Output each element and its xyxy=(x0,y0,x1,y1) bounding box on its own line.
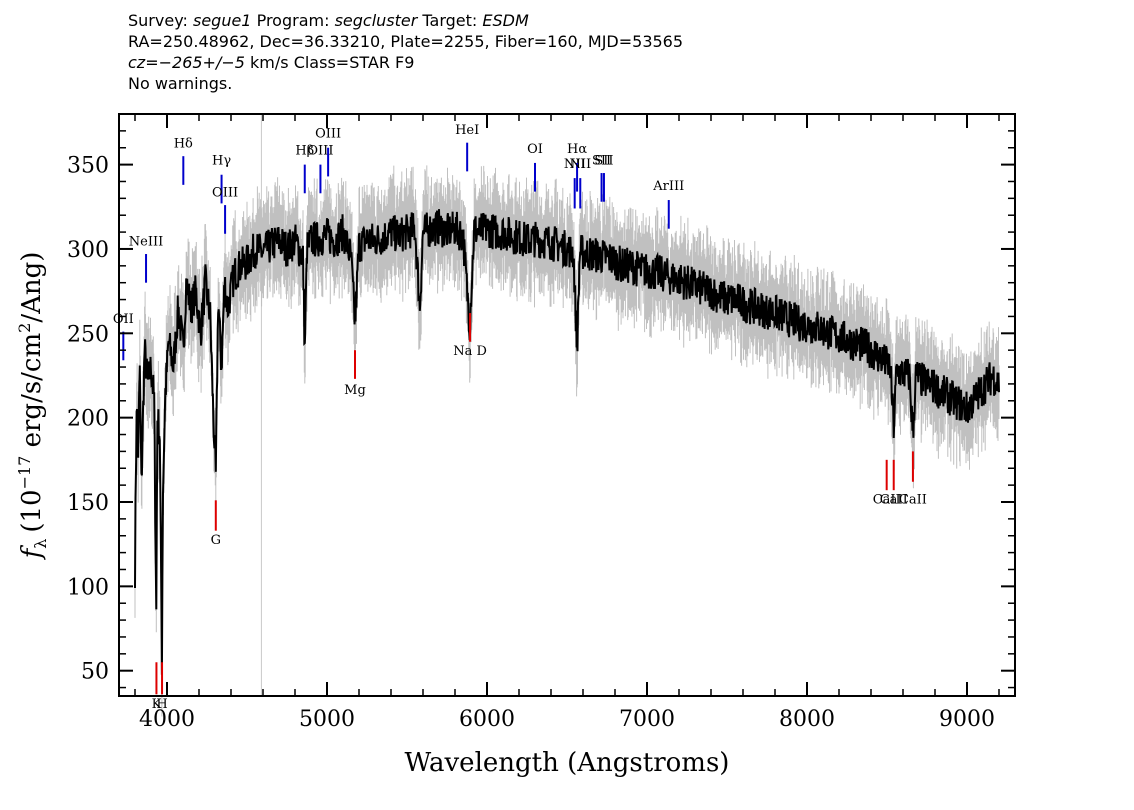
emission-line-label: ArIII xyxy=(652,179,684,194)
absorption-line-label: K xyxy=(152,697,162,712)
emission-line-label: Hβ xyxy=(295,143,314,158)
absorption-line-label: Na D xyxy=(453,344,487,359)
header-warnings-line: No warnings. xyxy=(128,74,233,93)
y-axis-sub: λ xyxy=(31,539,50,549)
emission-line-label: OII xyxy=(113,312,134,327)
emission-line-label: Hδ xyxy=(174,137,193,152)
emission-line-label: NII xyxy=(569,157,591,172)
emission-line-label: HeI xyxy=(455,123,479,138)
x-tick-label: 4000 xyxy=(139,707,195,732)
x-tick-label: 9000 xyxy=(939,707,995,732)
y-axis-part2: erg/s/cm xyxy=(17,333,47,456)
absorption-line-label: CaII xyxy=(880,493,908,508)
flux-layer xyxy=(134,209,1000,675)
emission-line-label: OIII xyxy=(212,186,238,201)
emission-line-label: NeIII xyxy=(129,235,163,250)
y-axis-part3: /Ang) xyxy=(17,252,47,323)
program-value: segcluster xyxy=(334,11,418,30)
x-tick-label: 7000 xyxy=(619,707,675,732)
x-axis-title: Wavelength (Angstroms) xyxy=(405,748,730,778)
program-label: Program: xyxy=(256,11,330,30)
y-axis-title: fλ(10−17 erg/s/cm2/Ang) xyxy=(15,252,50,561)
x-tick-label: 6000 xyxy=(459,707,515,732)
header-survey-line: Survey: segue1 Program: segcluster Targe… xyxy=(128,10,683,31)
axes-layer: 4000 5000 6000 7000 8000 9000 50 100 150 200 250 30… xyxy=(67,114,1015,732)
y-tick-label: 150 xyxy=(67,491,109,516)
emission-line-label: OIII xyxy=(307,143,333,158)
plot-frame xyxy=(118,113,1016,697)
x-tick-label: 8000 xyxy=(779,707,835,732)
x-tick-label: 5000 xyxy=(299,707,355,732)
survey-value: segue1 xyxy=(192,11,252,30)
emission-line-label: Hα xyxy=(567,142,587,157)
y-tick-label: 350 xyxy=(67,154,109,179)
y-axis-part1: (10 xyxy=(17,489,47,532)
y-axis-exp1: −17 xyxy=(15,456,34,490)
target-label: Target: xyxy=(422,11,478,30)
absorption-line-label: Mg xyxy=(344,383,366,398)
header-redshift-line: cz=−265+/−5 km/s Class=STAR F9 xyxy=(128,52,683,73)
y-tick-label: 50 xyxy=(81,660,109,685)
target-value: ESDM xyxy=(482,11,529,30)
cz-value: cz=−265+/−5 xyxy=(128,53,245,72)
emission-line-label: OIII xyxy=(315,127,341,142)
absorption-line-label: CaII xyxy=(873,493,901,508)
spectrum-header: Survey: segue1 Program: segcluster Targe… xyxy=(128,10,683,94)
y-tick-label: 100 xyxy=(67,575,109,600)
y-tick-label: 250 xyxy=(67,322,109,347)
emission-line-label: SII xyxy=(592,154,611,169)
emission-line-label: NII xyxy=(564,157,586,172)
cz-rest: km/s Class=STAR F9 xyxy=(244,53,415,72)
absorption-line-label: G xyxy=(211,533,221,548)
emission-line-label: Hγ xyxy=(212,154,231,169)
emission-line-label: OI xyxy=(527,142,543,157)
flux-line xyxy=(134,209,1000,675)
y-tick-label: 200 xyxy=(67,407,109,432)
header-coordinates-line: RA=250.48962, Dec=36.33210, Plate=2255, … xyxy=(128,32,684,51)
survey-label: Survey: xyxy=(128,11,188,30)
y-tick-label: 300 xyxy=(67,238,109,263)
y-axis-exp2: 2 xyxy=(15,323,34,333)
absorption-line-label: H xyxy=(156,697,167,712)
absorption-line-label: CaII xyxy=(899,493,927,508)
emission-line-label: SII xyxy=(594,154,613,169)
